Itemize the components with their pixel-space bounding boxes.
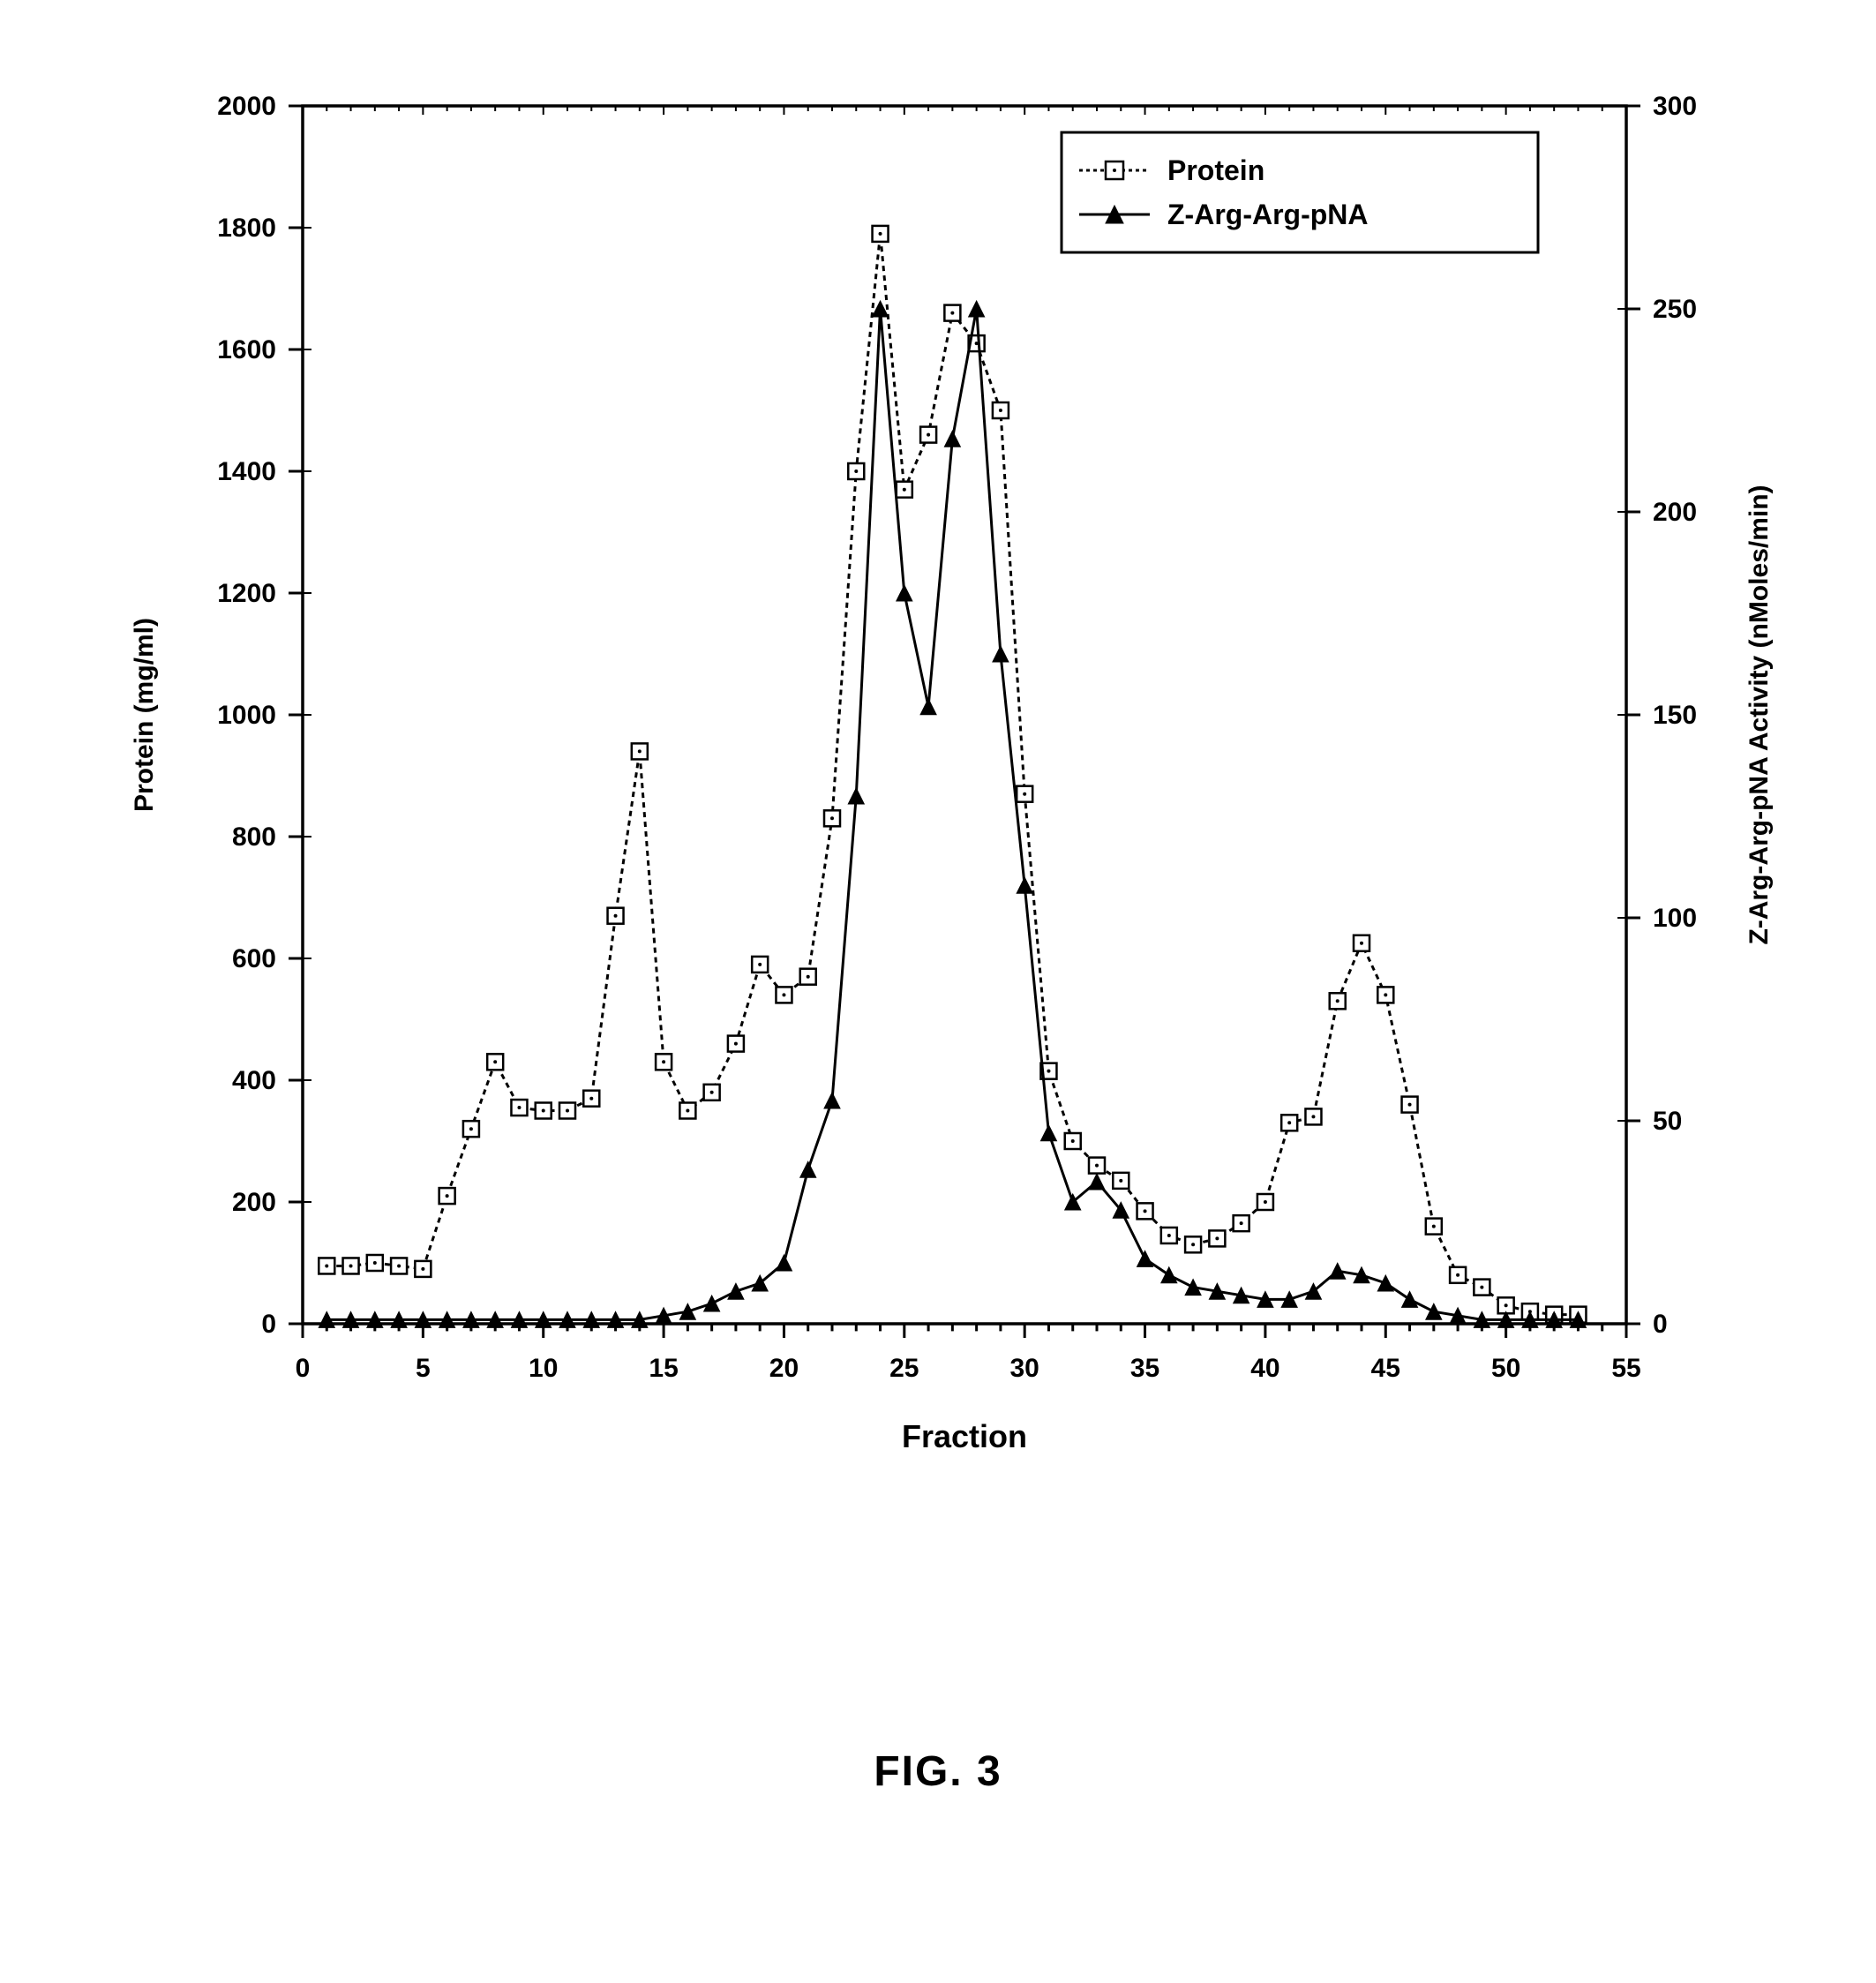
svg-text:15: 15	[649, 1354, 678, 1383]
svg-text:Protein: Protein	[1167, 154, 1264, 186]
svg-text:40: 40	[1250, 1354, 1279, 1383]
svg-text:1200: 1200	[217, 579, 276, 608]
svg-text:0: 0	[296, 1354, 311, 1383]
svg-text:45: 45	[1371, 1354, 1400, 1383]
chromatography-chart: 0 5 10 15 20 25 30 35 40 45 50 55 Fraction 0 200 400 600…	[56, 35, 1820, 1712]
svg-text:50: 50	[1653, 1107, 1682, 1136]
svg-text:1400: 1400	[217, 457, 276, 486]
svg-text:0: 0	[261, 1310, 276, 1339]
svg-text:150: 150	[1653, 701, 1697, 730]
svg-text:250: 250	[1653, 295, 1697, 324]
svg-text:Z-Arg-Arg-pNA Activity (nMoles: Z-Arg-Arg-pNA Activity (nMoles/min)	[1745, 484, 1774, 944]
svg-text:20: 20	[769, 1354, 799, 1383]
chart-container: 0 5 10 15 20 25 30 35 40 45 50 55 Fraction 0 200 400 600…	[56, 35, 1820, 1796]
svg-text:2000: 2000	[217, 92, 276, 121]
svg-text:5: 5	[416, 1354, 431, 1383]
figure-label: FIG. 3	[56, 1747, 1820, 1796]
svg-text:30: 30	[1009, 1354, 1039, 1383]
svg-text:50: 50	[1491, 1354, 1520, 1383]
svg-text:300: 300	[1653, 92, 1697, 121]
svg-text:200: 200	[1653, 498, 1697, 527]
svg-text:600: 600	[232, 944, 276, 973]
svg-text:Protein (mg/ml): Protein (mg/ml)	[130, 618, 159, 812]
svg-text:25: 25	[889, 1354, 919, 1383]
svg-text:200: 200	[232, 1188, 276, 1217]
svg-text:1800: 1800	[217, 214, 276, 243]
svg-text:Fraction: Fraction	[902, 1418, 1027, 1454]
svg-text:10: 10	[529, 1354, 558, 1383]
svg-text:400: 400	[232, 1066, 276, 1095]
svg-text:0: 0	[1653, 1310, 1668, 1339]
svg-text:55: 55	[1611, 1354, 1640, 1383]
svg-text:1000: 1000	[217, 701, 276, 730]
svg-text:Z-Arg-Arg-pNA: Z-Arg-Arg-pNA	[1167, 199, 1369, 230]
svg-text:100: 100	[1653, 904, 1697, 933]
svg-text:800: 800	[232, 822, 276, 852]
svg-text:35: 35	[1130, 1354, 1159, 1383]
svg-text:1600: 1600	[217, 335, 276, 364]
